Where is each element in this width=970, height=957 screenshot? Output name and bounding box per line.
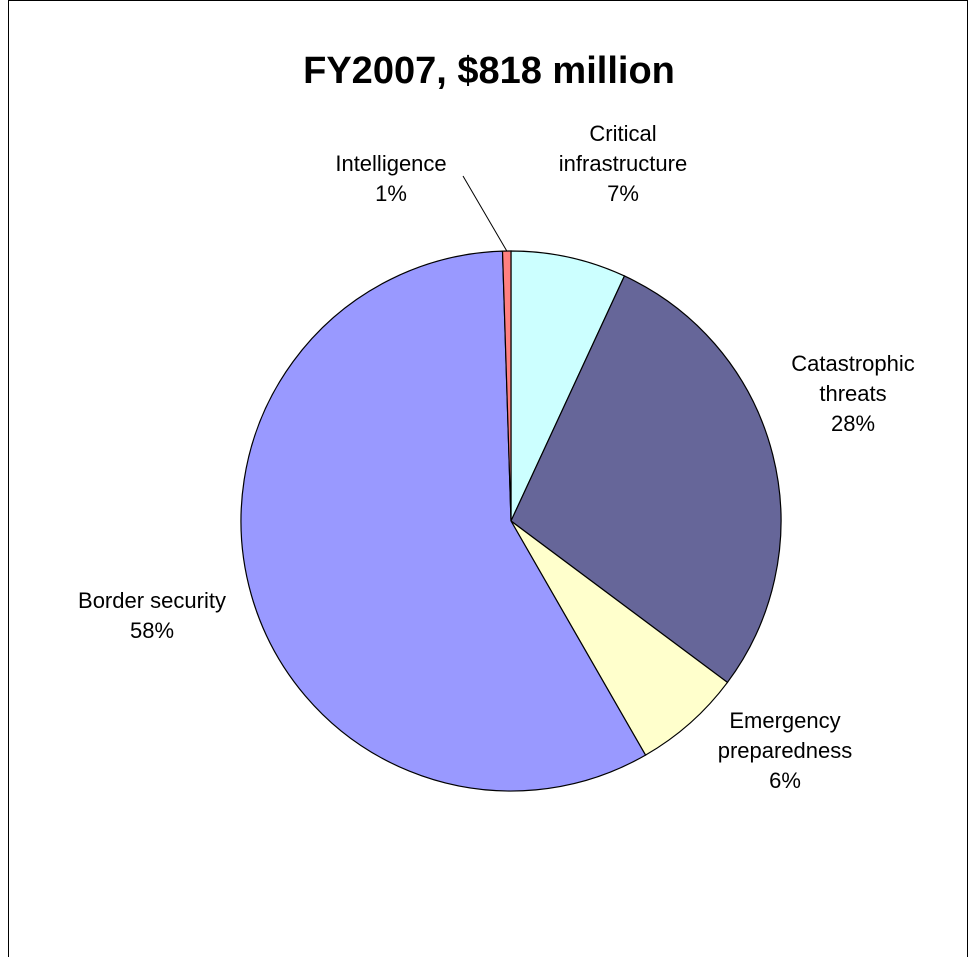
slice-label-catastrophic-threats-name: threats (819, 381, 886, 406)
slice-label-critical-infrastructure-name: Critical (589, 121, 656, 146)
leader-lines (462, 175, 508, 252)
slice-label-emergency-preparedness-name: Emergency (729, 708, 840, 733)
leader-line-intelligence (462, 175, 508, 252)
slice-label-emergency-preparedness-percent: 6% (769, 768, 801, 793)
pie-slice-critical-infrastructure (510, 250, 626, 522)
pie-slice-intelligence (501, 250, 512, 522)
pie-slice-border-security (240, 250, 647, 792)
pie-slice-catastrophic-threats (510, 275, 782, 684)
slice-label-border-security-name: Border security (78, 588, 226, 613)
slice-labels: Critical infrastructure 7% Catastrophic thre… (78, 121, 915, 793)
slice-label-intelligence-name: Intelligence (335, 151, 446, 176)
slice-label-critical-infrastructure-percent: 7% (607, 181, 639, 206)
slice-label-catastrophic-threats-percent: 28% (831, 411, 875, 436)
slice-label-catastrophic-threats-name: Catastrophic (791, 351, 915, 376)
slice-label-emergency-preparedness-name: preparedness (718, 738, 853, 763)
slice-label-intelligence-percent: 1% (375, 181, 407, 206)
slice-label-critical-infrastructure-name: infrastructure (559, 151, 687, 176)
pie-slice-emergency-preparedness (510, 520, 729, 756)
pie-slices (240, 250, 782, 792)
chart-title: FY2007, $818 million (303, 50, 675, 92)
slice-label-border-security-percent: 58% (130, 618, 174, 643)
